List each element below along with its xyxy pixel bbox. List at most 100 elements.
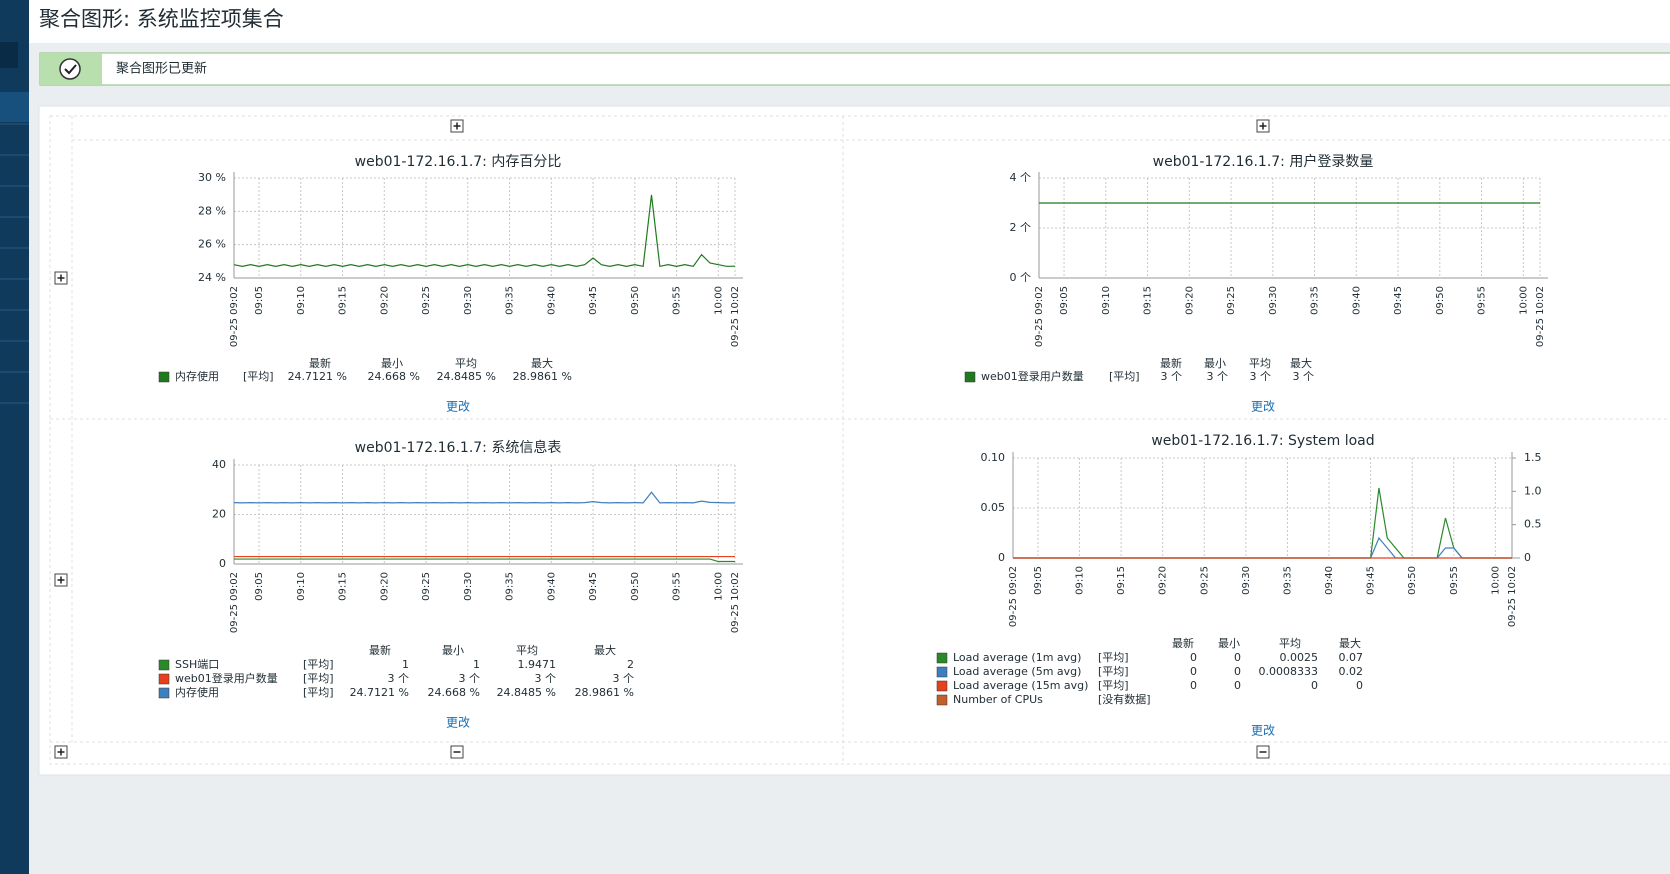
legend-stat: 3 个 [1161,370,1183,383]
legend-swatch[interactable] [158,673,170,685]
add-button[interactable] [54,745,68,759]
legend-swatch[interactable] [158,371,170,383]
legend-swatch[interactable] [158,659,170,671]
y-tick-label: 4 个 [1010,171,1032,184]
x-tick-label: 09:40 [1324,566,1335,595]
legend-swatch[interactable] [158,687,170,699]
series-line [233,194,736,268]
add-button[interactable] [1256,119,1270,133]
legend-name[interactable]: Load average (15m avg) [953,679,1088,692]
check-mark [64,64,77,75]
legend-stat: 1.9471 [518,658,557,671]
x-tick-label: 09-25 10:02 [730,572,741,633]
legend-header: 最小 [1204,357,1226,370]
legend-stat: 24.8485 % [497,686,556,699]
x-tick-label: 09:10 [1101,286,1112,315]
chart-title: web01-172.16.1.7: 内存百分比 [355,154,562,170]
x-tick-label: 09:30 [463,572,474,601]
x-tick-label: 09:05 [254,572,265,601]
x-tick-label: 09:45 [588,286,599,315]
legend-swatch[interactable] [936,652,948,664]
legend-stat: 0 [1234,651,1241,664]
legend-stat: 0 [1311,679,1318,692]
legend-stat: 3 个 [613,672,635,685]
chart-title: web01-172.16.1.7: 用户登录数量 [1153,153,1374,170]
legend-func: [没有数据] [1098,692,1151,706]
x-tick-label: 09:30 [1241,566,1252,595]
x-tick-label: 09:40 [1351,286,1362,315]
remove-button[interactable] [450,745,464,759]
legend-name[interactable]: Load average (1m avg) [953,651,1081,664]
legend-stat: 24.7121 % [288,370,347,383]
edit-link[interactable]: 更改 [1251,724,1275,738]
x-tick-label: 09:10 [1075,566,1086,595]
legend-swatch[interactable] [936,666,948,678]
grid-cell [49,115,1670,765]
y-tick-label: 0 个 [1010,271,1032,284]
y-tick-label: 26 % [198,238,226,251]
legend-stat: 24.7121 % [350,686,409,699]
legend-header: 最新 [309,356,331,370]
legend-func: [平均] [1098,651,1129,664]
legend-stat: 24.668 % [428,686,480,699]
legend-stat: 3 个 [459,672,481,685]
sidebar-item[interactable] [0,92,29,122]
x-tick-label: 09:45 [1366,566,1377,595]
legend-name[interactable]: web01登录用户数量 [981,369,1084,383]
legend-stat: 0 [1356,679,1363,692]
legend-stat: 3 个 [1250,370,1272,383]
x-tick-label: 09:20 [379,286,390,315]
x-tick-label: 09:35 [505,572,516,601]
legend-swatch[interactable] [964,371,976,383]
legend-func: [平均] [243,370,274,383]
legend-name[interactable]: Number of CPUs [953,693,1043,706]
legend-header: 最大 [531,356,553,370]
legend-name[interactable]: web01登录用户数量 [175,671,278,685]
notice-text: 聚合图形已更新 [116,61,207,77]
legend-header: 平均 [1279,637,1301,650]
x-tick-label: 09:25 [1226,286,1237,315]
y-tick-label: 0.10 [981,451,1006,464]
remove-button[interactable] [1256,745,1270,759]
x-tick-label: 09:55 [1477,286,1488,315]
edit-link[interactable]: 更改 [446,716,470,730]
x-tick-label: 09:35 [1282,566,1293,595]
legend-name[interactable]: 内存使用 [175,369,219,383]
y-tick-label: 28 % [198,204,226,217]
legend-stat: 3 个 [388,672,410,685]
x-tick-label: 09:05 [254,286,265,315]
x-tick-label: 10:00 [1490,566,1501,595]
y-tick-label: 40 [212,458,226,471]
panel [38,105,1670,776]
x-tick-label: 09:45 [1393,286,1404,315]
legend-header: 平均 [516,644,538,657]
legend-stat: 24.8485 % [437,370,496,383]
legend-name[interactable]: SSH端口 [175,658,219,671]
x-tick-label: 09-25 09:02 [1008,566,1019,627]
search-icon[interactable] [0,42,18,68]
check-icon [59,58,81,80]
legend-name[interactable]: Load average (5m avg) [953,665,1081,678]
add-button[interactable] [54,271,68,285]
sidebar-separators [0,123,29,404]
edit-link[interactable]: 更改 [446,400,470,414]
legend-swatch[interactable] [936,694,948,706]
x-tick-label: 09:40 [546,572,557,601]
add-button[interactable] [54,573,68,587]
y-tick-label: 24 % [198,271,226,284]
x-tick-label: 09:30 [463,286,474,315]
sidebar[interactable] [0,0,29,874]
legend-func: [平均] [1109,370,1140,383]
chart-title: web01-172.16.1.7: 系统信息表 [355,439,562,456]
x-tick-label: 09:10 [296,286,307,315]
page-title: 聚合图形: 系统监控项集合 [39,7,284,31]
legend-swatch[interactable] [936,680,948,692]
x-tick-label: 09:40 [546,286,557,315]
legend-name[interactable]: 内存使用 [175,685,219,699]
legend-stat: 0 [1234,665,1241,678]
legend-header: 最小 [442,644,464,657]
add-button[interactable] [450,119,464,133]
edit-link[interactable]: 更改 [1251,400,1275,414]
x-tick-label: 09:35 [505,286,516,315]
legend-stat: 0 [1190,651,1197,664]
